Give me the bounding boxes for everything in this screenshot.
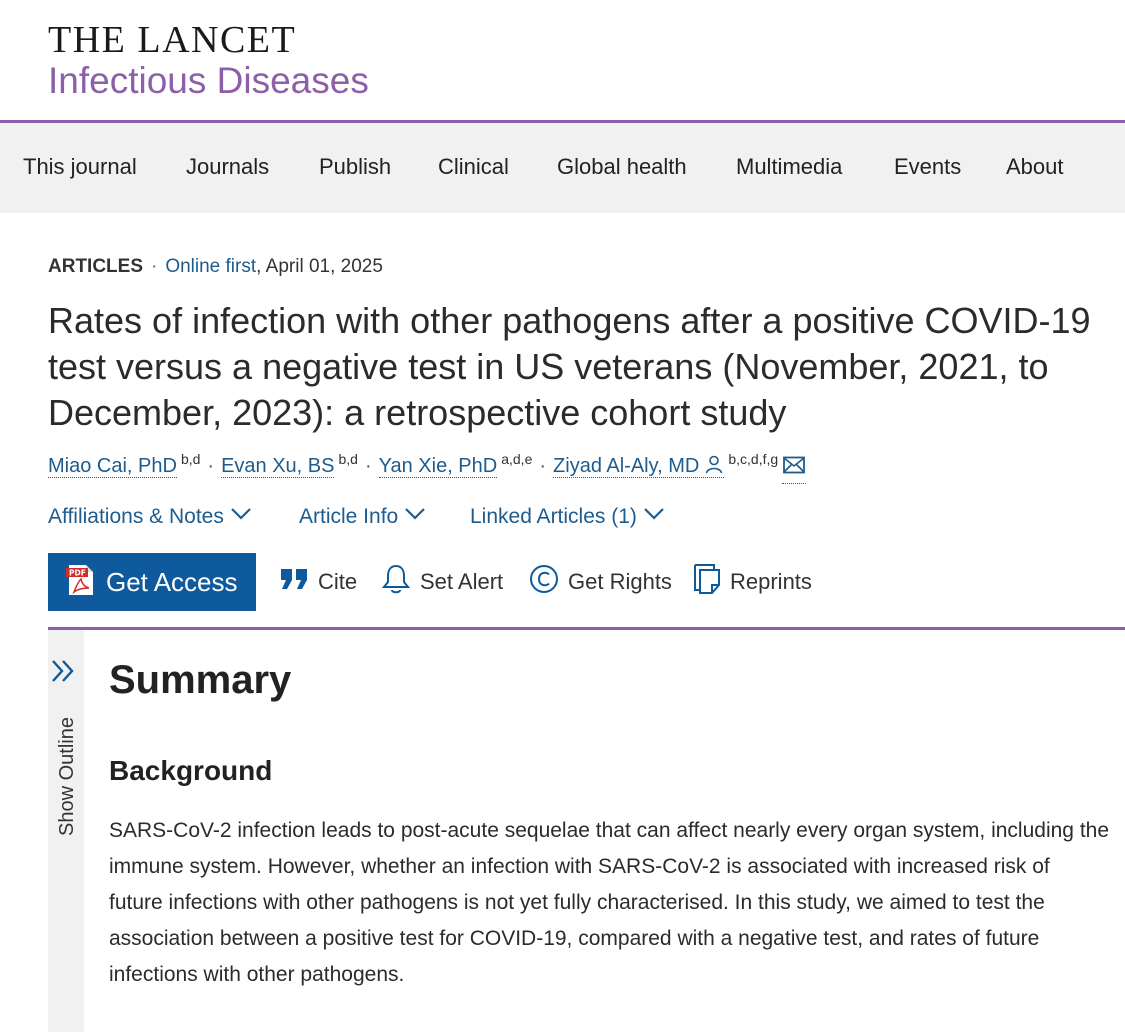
nav-item-events[interactable]: Events — [894, 154, 962, 179]
article-info-label: Article Info — [299, 505, 399, 528]
get-access-label: Get Access — [106, 567, 238, 597]
bell-icon — [380, 563, 420, 601]
cite-button[interactable]: Cite — [280, 566, 357, 598]
reprints-label: Reprints — [730, 569, 812, 594]
author-separator: · — [364, 455, 372, 477]
author-name: Ziyad Al-Aly, MD — [553, 455, 700, 477]
set-alert-button[interactable]: Set Alert — [380, 563, 504, 601]
get-access-button[interactable]: PDF Get Access — [48, 553, 256, 611]
set-alert-label: Set Alert — [420, 569, 504, 594]
nav-item-publish[interactable]: Publish — [319, 154, 392, 179]
person-icon — [704, 454, 724, 482]
main-nav: This journal Journals Publish Clinical G… — [0, 120, 1125, 213]
chevron-down-icon — [404, 502, 426, 528]
get-rights-button[interactable]: Get Rights — [528, 563, 672, 601]
nav-item-global-health[interactable]: Global health — [557, 154, 687, 179]
show-outline-toggle[interactable]: Show Outline — [53, 702, 79, 836]
author-affiliation[interactable]: b,c,d,f,g — [728, 451, 779, 468]
author-link-corresponding[interactable]: Ziyad Al-Aly, MD — [553, 455, 725, 478]
background-paragraph: SARS-CoV-2 infection leads to post-acute… — [109, 819, 1110, 986]
masthead: THE LANCET Infectious Diseases — [0, 0, 1125, 120]
pdf-icon: PDF — [66, 564, 96, 601]
chevron-down-icon — [643, 502, 665, 528]
show-outline-label: Show Outline — [56, 717, 78, 836]
article-type: ARTICLES — [48, 256, 143, 277]
nav-item-multimedia[interactable]: Multimedia — [736, 154, 843, 179]
linked-articles-label: Linked Articles (1) — [470, 505, 637, 528]
copyright-icon — [528, 563, 568, 601]
background-heading: Background — [109, 755, 273, 786]
nav-item-about[interactable]: About — [1006, 154, 1064, 179]
summary-heading: Summary — [109, 658, 292, 702]
author-affiliation[interactable]: a,d,e — [501, 451, 533, 468]
meta-separator: · — [151, 256, 158, 277]
section-divider — [48, 627, 1125, 630]
online-first-link[interactable]: Online first — [165, 256, 257, 277]
journal-logo-subtitle[interactable]: Infectious Diseases — [48, 60, 369, 101]
mail-icon[interactable] — [782, 455, 807, 484]
quote-icon — [280, 567, 318, 597]
reprints-button[interactable]: Reprints — [692, 564, 812, 598]
article-title: Rates of infection with other pathogens … — [48, 300, 1091, 433]
svg-text:PDF: PDF — [69, 568, 86, 577]
article-info-toggle[interactable]: Article Info — [299, 502, 426, 530]
nav-item-this-journal[interactable]: This journal — [23, 154, 137, 179]
author-affiliation[interactable]: b,d — [338, 451, 358, 468]
author-separator: · — [207, 455, 215, 477]
double-chevron-right-icon — [50, 658, 76, 689]
author-link[interactable]: Evan Xu, BS — [221, 455, 335, 478]
author-separator: · — [539, 455, 547, 477]
get-rights-label: Get Rights — [568, 569, 672, 594]
journal-logo-top[interactable]: THE LANCET — [48, 19, 297, 61]
linked-articles-toggle[interactable]: Linked Articles (1) — [470, 502, 665, 530]
affiliations-notes-label: Affiliations & Notes — [48, 505, 224, 528]
author-list: Miao Cai, PhD b,d · Evan Xu, BS b,d · Yan Xie,… — [48, 451, 807, 484]
show-outline-panel[interactable] — [48, 630, 84, 1032]
author-affiliation[interactable]: b,d — [180, 451, 201, 468]
affiliations-notes-toggle[interactable]: Affiliations & Notes — [48, 502, 252, 530]
nav-item-journals[interactable]: Journals — [186, 154, 270, 179]
article-meta: ARTICLES · Online first, April 01, 2025 — [48, 255, 383, 279]
publication-date: , April 01, 2025 — [256, 256, 383, 277]
nav-item-clinical[interactable]: Clinical — [438, 154, 509, 179]
author-link[interactable]: Miao Cai, PhD — [48, 455, 177, 478]
author-link[interactable]: Yan Xie, PhD — [378, 455, 498, 478]
cite-label: Cite — [318, 569, 358, 594]
chevron-down-icon — [230, 502, 252, 528]
reprints-icon — [692, 562, 730, 602]
